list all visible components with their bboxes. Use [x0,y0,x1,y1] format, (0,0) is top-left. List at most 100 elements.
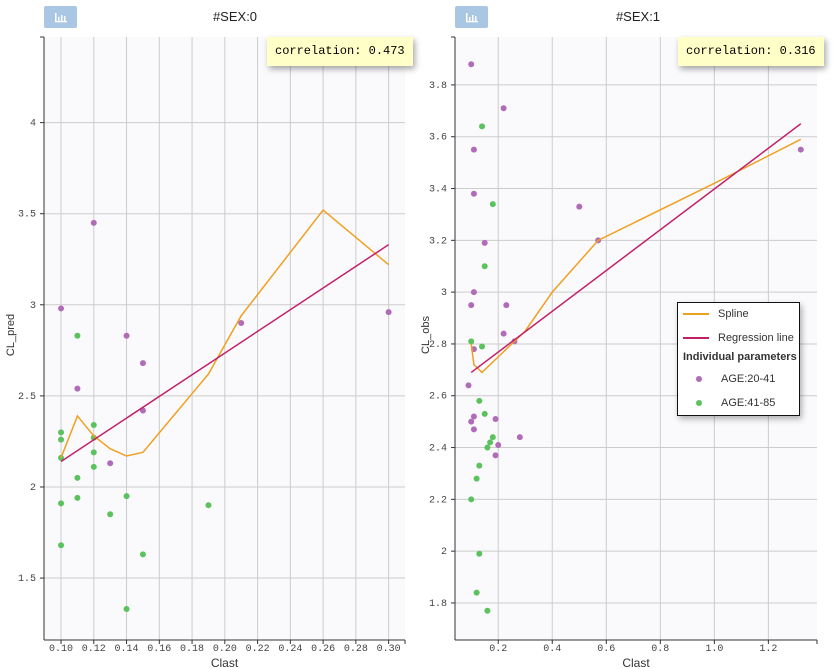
point-age-41-85 [476,397,483,404]
legend-item-spline[interactable]: Spline [678,307,749,321]
point-age-41-85 [74,474,81,481]
point-age-41-85 [123,493,130,500]
point-age-20-41 [90,219,97,226]
point-age-20-41 [470,289,477,296]
y-tick-label: 2.4 [429,444,447,455]
legend-label: Regression line [718,332,794,344]
x-tick-label: 0.8 [651,644,669,655]
point-age-20-41 [123,332,130,339]
point-age-41-85 [123,606,130,613]
point-age-20-41 [492,416,499,423]
point-age-41-85 [484,607,491,614]
x-tick-label: 0.12 [82,644,106,655]
point-age-20-41 [74,385,81,392]
correlation-badge: correlation: 0.316 [678,37,824,66]
y-axis-label: CL_pred [5,314,17,356]
point-age-41-85 [487,439,494,446]
point-age-41-85 [473,475,480,482]
correlation-badge: correlation: 0.473 [267,37,413,66]
regression-line [470,123,802,374]
point-age-20-41 [470,190,477,197]
x-tick-label: 0.4 [543,644,561,655]
point-age-41-85 [479,343,486,350]
legend-item-regression[interactable]: Regression line [678,331,794,345]
point-age-41-85 [90,422,97,429]
point-age-20-41 [797,146,804,153]
point-age-20-41 [470,426,477,433]
y-tick-label: 3 [441,288,447,299]
y-tick-label: 2.6 [429,392,447,403]
point-age-20-41 [385,309,392,316]
point-age-41-85 [74,494,81,501]
point-age-41-85 [473,589,480,596]
y-tick-label: 2.2 [429,495,447,506]
point-age-20-41 [500,330,507,337]
spline-swatch [683,313,709,315]
point-age-20-41 [492,452,499,459]
x-tick-label: 0.30 [377,644,401,655]
point-age-20-41 [503,302,510,309]
point-age-41-85 [481,263,488,270]
point-age-41-85 [476,462,483,469]
legend-header: Individual parameters [683,351,797,363]
point-age-41-85 [205,502,212,509]
x-tick-label: 1.0 [705,644,723,655]
point-age-20-41 [576,203,583,210]
bar-chart-icon[interactable] [455,6,488,28]
x-tick-label: 0.16 [147,644,171,655]
point-age-20-41 [238,320,245,327]
y-tick-label: 2 [30,483,36,494]
x-tick-label: 1.2 [759,644,777,655]
y-tick-label: 2.8 [429,340,447,351]
x-axis-label: Clast [622,656,650,669]
point-age-20-41 [465,382,472,389]
point-age-41-85 [476,550,483,557]
point-age-41-85 [489,434,496,441]
y-tick-label: 3.5 [18,210,36,221]
group1-swatch [696,376,702,382]
legend: Spline Regression line Individual parame… [677,302,800,416]
legend-item-age-20-41[interactable]: AGE:20-41 [678,372,775,386]
point-age-41-85 [484,444,491,451]
chart-title: #SEX:1 [615,9,661,24]
point-age-20-41 [468,302,475,309]
point-age-20-41 [495,441,502,448]
bar-chart-glyph [466,13,478,23]
point-age-41-85 [58,429,65,436]
bar-chart-icon[interactable] [44,6,77,28]
y-tick-label: 4 [30,119,36,130]
point-age-20-41 [500,105,507,112]
point-age-41-85 [90,449,97,456]
x-tick-label: 0.20 [213,644,237,655]
x-tick-label: 0.26 [311,644,335,655]
x-tick-label: 0.22 [246,644,270,655]
point-age-41-85 [139,551,146,558]
y-tick-label: 3.4 [429,185,447,196]
point-age-41-85 [58,436,65,443]
point-age-20-41 [58,305,65,312]
x-tick-label: 0.28 [344,644,368,655]
x-tick-label: 0.6 [597,644,615,655]
regression-swatch [683,337,709,339]
point-age-20-41 [470,413,477,420]
point-age-41-85 [107,511,114,518]
bar-chart-glyph [55,13,67,23]
point-age-41-85 [74,332,81,339]
point-age-20-41 [468,61,475,68]
x-tick-label: 0.10 [49,644,73,655]
y-tick-label: 3 [30,301,36,312]
point-age-20-41 [516,434,523,441]
legend-item-age-41-85[interactable]: AGE:41-85 [678,396,775,410]
scatter-plot-sex-0: 0.10 0.12 0.14 0.16 0.18 0.20 0.22 0.24 0.26 0.28… [5,36,406,669]
x-tick-label: 0.24 [278,644,302,655]
x-tick-label: 0.14 [115,644,139,655]
point-age-20-41 [107,460,114,467]
regression-line [60,244,390,463]
y-tick-label: 2.5 [18,392,36,403]
point-age-41-85 [481,410,488,417]
point-age-20-41 [470,146,477,153]
legend-label: AGE:20-41 [721,373,776,385]
y-tick-label: 3.8 [429,81,447,92]
x-tick-label: 0.18 [180,644,204,655]
chart-title: #SEX:0 [212,9,258,24]
